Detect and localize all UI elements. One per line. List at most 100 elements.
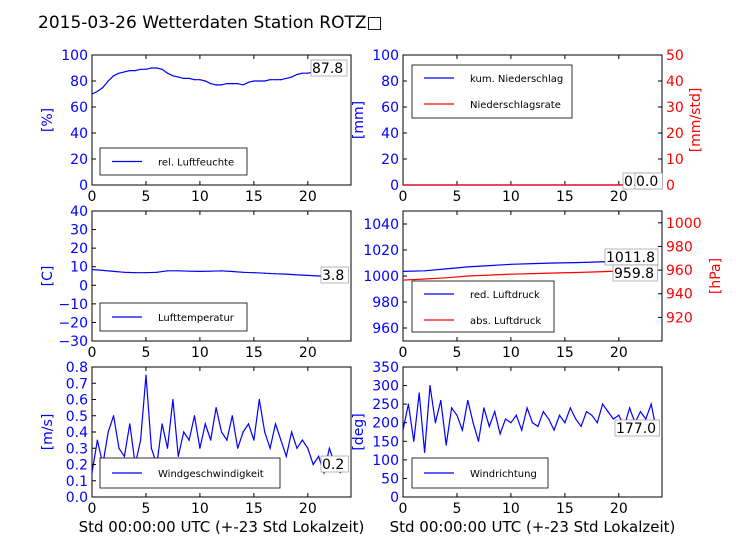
- data-point: [269, 447, 271, 449]
- legend-entry: abs. Luftdruck: [470, 316, 541, 327]
- data-point: [280, 79, 282, 81]
- y-tick-label: 200: [372, 416, 399, 432]
- data-point: [328, 447, 331, 449]
- data-point: [166, 270, 169, 272]
- y-right-axis-label: [mm/std]: [688, 88, 704, 153]
- x-tick-label: 20: [610, 345, 628, 361]
- x-tick-label: 0: [88, 501, 97, 517]
- value-annotation: 3.8: [322, 268, 344, 284]
- data-point: [188, 77, 190, 79]
- y-right-tick-label: 920: [666, 310, 693, 326]
- legend-entry: Windgeschwindigkeit: [158, 469, 264, 480]
- y-tick-label: 30: [70, 223, 88, 239]
- y-tick-label: 60: [381, 100, 399, 116]
- data-point: [423, 270, 426, 272]
- data-point: [477, 440, 480, 442]
- data-point: [183, 431, 185, 433]
- y-tick-label: −10: [58, 297, 88, 313]
- data-point: [285, 77, 287, 79]
- data-point: [575, 418, 577, 420]
- data-point: [253, 80, 255, 82]
- y-right-tick-label: 50: [666, 48, 684, 64]
- data-point: [440, 399, 442, 402]
- data-point: [618, 414, 620, 416]
- legend-entry: red. Luftdruck: [470, 290, 540, 301]
- x-tick-label: 10: [502, 189, 520, 205]
- data-point: [242, 431, 244, 433]
- x-axis-label: Std 00:00:00 UTC (+-23 Std Lokalzeit): [390, 518, 676, 536]
- x-tick-label: 15: [556, 189, 574, 205]
- data-point: [402, 429, 404, 431]
- data-point: [307, 274, 309, 277]
- data-point: [183, 77, 185, 79]
- data-point: [145, 272, 147, 274]
- y-tick-label: 20: [70, 241, 88, 257]
- data-point: [123, 71, 125, 73]
- legend-entry: rel. Luftfeuchte: [158, 158, 234, 169]
- y-right-tick-label: 940: [666, 287, 693, 303]
- data-point: [231, 415, 233, 417]
- data-point: [161, 68, 163, 70]
- y-right-tick-label: 0: [666, 178, 675, 194]
- y-tick-label: 0.5: [66, 409, 88, 425]
- y-tick-label: 960: [372, 321, 399, 337]
- data-point: [134, 272, 136, 274]
- y-tick-label: 80: [70, 74, 88, 90]
- x-tick-label: 5: [452, 345, 461, 361]
- data-point: [145, 68, 147, 70]
- data-point: [210, 270, 212, 272]
- value-annotation: 0.2: [322, 457, 344, 473]
- y-tick-label: −30: [58, 334, 88, 350]
- data-point: [177, 270, 179, 272]
- y-right-tick-label: 980: [666, 239, 693, 255]
- data-point: [629, 407, 631, 409]
- y-tick-label: 1040: [363, 217, 399, 233]
- data-point: [274, 79, 277, 81]
- data-point: [264, 431, 266, 433]
- data-point: [199, 447, 201, 449]
- data-point: [139, 68, 142, 70]
- y-axis-label: [m/s]: [40, 414, 56, 451]
- data-point: [423, 278, 426, 280]
- data-point: [553, 429, 555, 431]
- data-point: [96, 439, 98, 441]
- y-tick-label: 40: [70, 204, 88, 220]
- data-point: [129, 423, 131, 425]
- x-tick-label: 15: [245, 501, 263, 517]
- data-point: [247, 423, 250, 425]
- y-tick-label: 300: [372, 379, 399, 395]
- data-point: [264, 272, 266, 274]
- y-tick-label: 0.3: [66, 441, 88, 457]
- y-tick-label: 350: [372, 360, 399, 376]
- y-tick-label: 980: [372, 295, 399, 311]
- data-point: [156, 67, 158, 69]
- data-point: [285, 455, 287, 457]
- data-point: [591, 414, 593, 416]
- panel-winddirection: 0 5 10 15 20050100150200250300350[deg]Windri…: [351, 360, 675, 536]
- series-line-winddirection-0: [402, 385, 658, 453]
- x-tick-label: 15: [245, 189, 263, 205]
- y-right-tick-label: 20: [666, 126, 684, 142]
- series-line-humidity-0: [91, 67, 346, 95]
- data-point: [280, 439, 282, 441]
- data-point: [112, 415, 115, 417]
- value-annotation: 0.0: [636, 174, 658, 190]
- data-point: [242, 84, 244, 86]
- data-point: [483, 407, 485, 409]
- x-tick-label: 5: [141, 345, 150, 361]
- data-point: [456, 414, 458, 416]
- data-point: [215, 407, 217, 409]
- data-point: [318, 455, 320, 457]
- data-point: [247, 81, 250, 83]
- y-tick-label: 60: [70, 100, 88, 116]
- data-point: [177, 455, 179, 457]
- data-point: [569, 407, 571, 409]
- value-annotation: 959.8: [614, 266, 654, 282]
- data-point: [188, 439, 190, 441]
- data-point: [510, 273, 512, 275]
- data-point: [645, 418, 647, 420]
- x-tick-label: 5: [141, 501, 150, 517]
- data-point: [220, 270, 223, 272]
- data-point: [402, 270, 404, 273]
- data-point: [510, 422, 512, 424]
